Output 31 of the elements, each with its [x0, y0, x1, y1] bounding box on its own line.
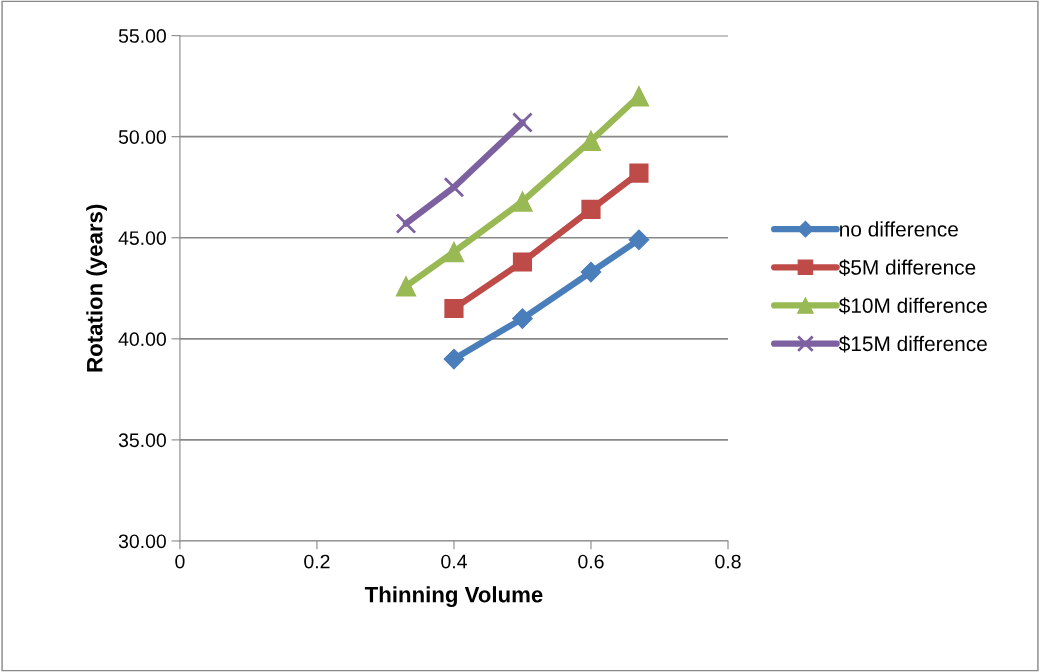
- y-tick-label: 50.00: [118, 130, 166, 144]
- x-tick-label: 0.8: [715, 554, 741, 569]
- y-tick-label: 45.00: [118, 231, 166, 245]
- point: [512, 308, 533, 329]
- point: [512, 191, 533, 212]
- point: [629, 163, 649, 183]
- x-tick-label: 0: [175, 554, 185, 569]
- y-tick-label: 30.00: [118, 534, 166, 549]
- point: [395, 213, 417, 235]
- y-axis-title: Rotation (years): [86, 204, 107, 372]
- point: [395, 275, 417, 297]
- x-tick-label: 0.6: [578, 554, 604, 569]
- point: [581, 199, 601, 220]
- y-tick-label: 40.00: [118, 332, 166, 347]
- y-tick-label: 55.00: [118, 29, 166, 43]
- x-axis-title: Thinning Volume: [364, 586, 543, 607]
- point: [443, 348, 465, 370]
- point: [512, 112, 533, 133]
- x-tick-label: 0.4: [441, 554, 467, 569]
- point: [512, 252, 533, 272]
- legend-label: $15M difference: [838, 335, 987, 353]
- point: [444, 298, 464, 319]
- point: [443, 241, 465, 263]
- legend-label: no difference: [840, 221, 958, 237]
- point: [443, 176, 465, 198]
- y-tick-label: 35.00: [118, 433, 166, 448]
- legend-label: $5M difference: [838, 259, 976, 277]
- legend-label: $10M difference: [838, 297, 987, 315]
- point: [628, 229, 650, 251]
- point: [580, 261, 602, 283]
- x-tick-label: 0.2: [304, 554, 330, 569]
